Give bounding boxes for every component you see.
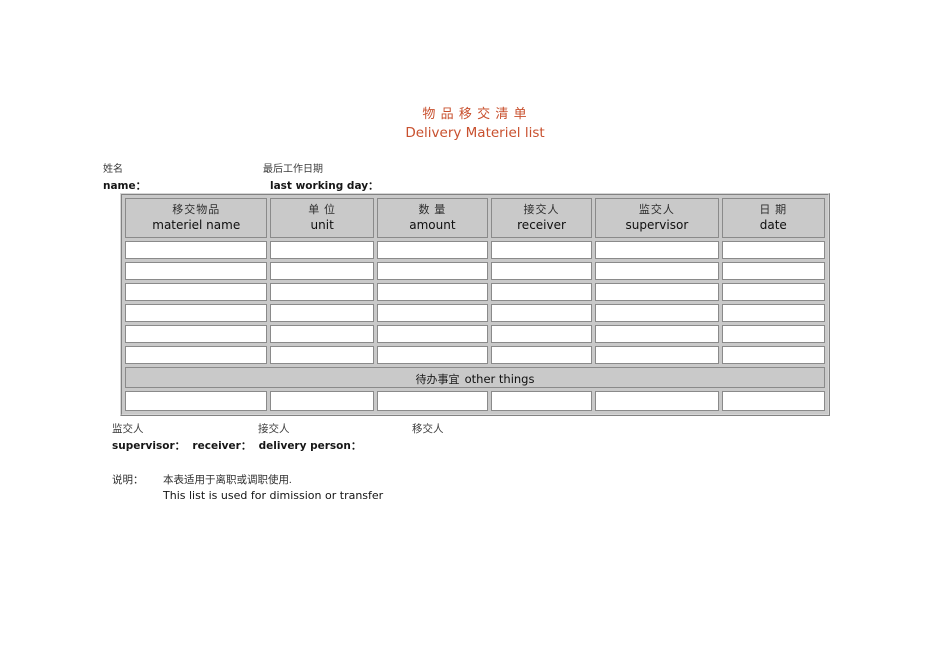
column-header-zh: 数 量 [418,204,447,216]
empty-cell[interactable] [721,304,825,322]
page-subtitle: Delivery Materiel list [405,125,545,141]
empty-cell[interactable] [490,262,593,280]
empty-cell[interactable] [125,325,268,343]
table-row [125,283,825,301]
empty-cell[interactable] [721,241,825,259]
empty-cell[interactable] [490,304,593,322]
empty-cell[interactable] [490,241,593,259]
empty-cell[interactable] [270,391,374,411]
delivery-person-signature-label-zh: 移交人 [412,424,444,435]
table-row [125,346,825,364]
other-things-cell: 待办事宜 other things [125,367,825,388]
empty-cell[interactable] [721,346,825,364]
column-header-supervisor: 监交人 supervisor [595,198,719,238]
empty-cell[interactable] [376,241,488,259]
empty-cell[interactable] [595,262,719,280]
column-header-en: materiel name [152,218,241,232]
empty-cell[interactable] [595,391,719,411]
column-header-materiel-name: 移交物品 materiel name [125,198,268,238]
empty-cell[interactable] [125,346,268,364]
empty-cell[interactable] [490,391,593,411]
table-row [125,304,825,322]
note-text-en: This list is used for dimission or trans… [163,489,384,502]
table-header-row: 移交物品 materiel name 单 位 unit 数 量 amount 接… [125,198,825,238]
empty-cell[interactable] [125,391,268,411]
table-row [125,241,825,259]
empty-cell[interactable] [376,391,488,411]
column-header-en: unit [310,218,334,232]
materiel-table: 移交物品 materiel name 单 位 unit 数 量 amount 接… [120,193,830,416]
column-header-zh: 单 位 [308,204,337,216]
column-header-zh: 移交物品 [172,204,221,216]
empty-cell[interactable] [376,304,488,322]
empty-cell[interactable] [376,262,488,280]
empty-cell[interactable] [270,283,374,301]
table-empty-rows [125,241,825,364]
empty-cell[interactable] [595,304,719,322]
column-header-en: date [759,218,787,232]
column-header-zh: 监交人 [638,204,675,216]
empty-cell[interactable] [270,304,374,322]
note-text-zh: 本表适用于离职或调职使用. [163,475,292,486]
column-header-amount: 数 量 amount [376,198,488,238]
column-header-zh: 日 期 [759,204,788,216]
other-things-row: 待办事宜 other things [125,367,825,388]
empty-cell[interactable] [270,346,374,364]
empty-cell[interactable] [125,262,268,280]
empty-cell[interactable] [490,325,593,343]
empty-cell[interactable] [721,262,825,280]
table-row [125,391,825,411]
empty-cell[interactable] [721,391,825,411]
signature-line-en: supervisor： receiver： delivery person： [112,440,362,452]
receiver-signature-label-zh: 接交人 [258,424,290,435]
other-things-label-en: other things [464,372,535,386]
supervisor-signature-label-zh: 监交人 [112,424,144,435]
empty-cell[interactable] [125,304,268,322]
page-title: 物 品 移 交 清 单 [422,106,528,121]
empty-cell[interactable] [490,346,593,364]
empty-cell[interactable] [721,325,825,343]
empty-cell[interactable] [125,283,268,301]
empty-cell[interactable] [595,325,719,343]
column-header-en: receiver [517,218,566,232]
empty-cell[interactable] [595,346,719,364]
empty-cell[interactable] [125,241,268,259]
empty-cell[interactable] [270,241,374,259]
note-label: 说明： [112,475,144,486]
empty-cell[interactable] [376,283,488,301]
column-header-en: supervisor [625,218,689,232]
column-header-unit: 单 位 unit [270,198,374,238]
column-header-date: 日 期 date [721,198,825,238]
table-row [125,262,825,280]
table-row [125,325,825,343]
empty-cell[interactable] [270,325,374,343]
empty-cell[interactable] [376,346,488,364]
empty-cell[interactable] [490,283,593,301]
column-header-receiver: 接交人 receiver [490,198,593,238]
name-label-zh: 姓名 [103,164,123,175]
empty-cell[interactable] [270,262,374,280]
last-working-day-label-en: last working day： [270,180,379,192]
column-header-en: amount [409,218,456,232]
last-working-day-label-zh: 最后工作日期 [263,164,323,175]
empty-cell[interactable] [721,283,825,301]
column-header-zh: 接交人 [523,204,560,216]
empty-cell[interactable] [595,241,719,259]
other-things-label-zh: 待办事宜 [415,374,460,386]
empty-cell[interactable] [376,325,488,343]
empty-cell[interactable] [595,283,719,301]
name-label-en: name： [103,180,147,192]
